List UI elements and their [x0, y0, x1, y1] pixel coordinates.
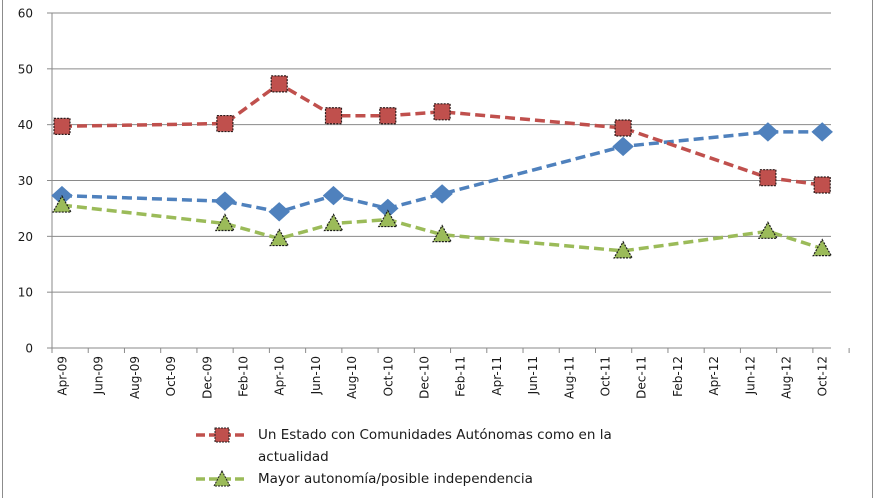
- data-point-diamond: [811, 122, 833, 142]
- x-tick-label: Feb-10: [237, 356, 251, 397]
- x-tick-label: Jun-10: [309, 356, 323, 395]
- y-tick-label: 60: [18, 7, 33, 21]
- data-point-diamond: [214, 191, 236, 211]
- x-tick-label: Oct-09: [164, 356, 178, 396]
- x-tick-label: Oct-12: [816, 356, 830, 396]
- data-point-square: [53, 117, 71, 135]
- legend-swatch-square-icon: [196, 427, 248, 443]
- data-point-triangle: [757, 221, 778, 239]
- data-point-triangle: [323, 213, 344, 232]
- x-tick-label: Apr-09: [56, 356, 70, 396]
- legend-label-line-1: Un Estado con Comunidades Autónomas como…: [258, 427, 612, 443]
- data-point-square: [216, 114, 234, 133]
- x-tick-label: Apr-11: [490, 356, 504, 396]
- data-point-square: [433, 103, 451, 121]
- data-point-square: [813, 176, 831, 194]
- data-point-diamond: [612, 136, 634, 157]
- data-point-square: [270, 75, 288, 93]
- y-tick-label: 40: [18, 118, 33, 132]
- y-tick-label: 0: [25, 342, 33, 356]
- x-tick-label: Apr-12: [707, 356, 721, 396]
- x-tick-label: Aug-09: [128, 356, 142, 399]
- data-point-triangle: [269, 228, 290, 247]
- data-point-square: [759, 169, 777, 187]
- legend-label-line-2: actualidad: [258, 449, 329, 465]
- data-point-triangle: [214, 213, 235, 232]
- x-tick-label: Oct-10: [381, 356, 395, 396]
- y-tick-label: 20: [18, 230, 33, 244]
- x-tick-label: Apr-10: [273, 356, 287, 396]
- x-tick-label: Dec-10: [418, 356, 432, 399]
- series-lines: [51, 75, 833, 259]
- x-tick-label: Feb-11: [454, 356, 468, 397]
- y-tick-label: 10: [18, 286, 33, 300]
- x-tick-label: Dec-11: [635, 356, 649, 399]
- gridlines: [52, 12, 831, 293]
- data-point-triangle: [432, 224, 453, 243]
- x-tick-labels: Apr-09 Jun-09 Aug-09 Oct-09 Dec-09 Feb-10 Apr-…: [56, 356, 830, 399]
- data-point-triangle: [613, 240, 634, 259]
- x-tick-label: Jun-09: [92, 356, 106, 395]
- data-point-diamond: [268, 202, 290, 222]
- x-tick-label: Jun-11: [526, 356, 540, 395]
- series-line-square: [61, 82, 823, 187]
- y-tick-label: 50: [18, 62, 33, 76]
- data-point-triangle: [377, 209, 398, 228]
- x-tick-label: Jun-12: [743, 356, 757, 395]
- y-tick-labels: 0 10 20 30 40 50 60: [18, 7, 33, 356]
- data-point-triangle: [812, 238, 833, 257]
- legend-swatch-triangle-icon: [196, 469, 248, 487]
- data-point-diamond: [431, 184, 453, 204]
- data-point-diamond: [322, 185, 345, 206]
- x-tick-label: Dec-09: [200, 356, 214, 399]
- x-tick-label: Feb-12: [671, 356, 685, 397]
- legend-label: Mayor autonomía/posible independencia: [258, 471, 533, 487]
- legend: Un Estado con Comunidades Autónomas como…: [196, 424, 756, 490]
- data-point-triangle: [51, 194, 73, 213]
- x-tick-label: Aug-11: [562, 356, 576, 399]
- x-tick-label: Oct-11: [599, 356, 613, 396]
- data-point-diamond: [757, 122, 779, 142]
- legend-item-mayor-autonomia: Mayor autonomía/posible independencia: [196, 468, 756, 490]
- data-point-square: [324, 107, 343, 125]
- data-point-square: [614, 119, 632, 137]
- x-tick-label: Aug-12: [780, 356, 794, 399]
- data-point-square: [379, 107, 397, 125]
- x-tick-label: Aug-10: [345, 356, 359, 399]
- axes: [47, 12, 850, 353]
- legend-item-estado-autonomico: Un Estado con Comunidades Autónomas como…: [196, 424, 756, 468]
- y-tick-label: 30: [18, 174, 33, 188]
